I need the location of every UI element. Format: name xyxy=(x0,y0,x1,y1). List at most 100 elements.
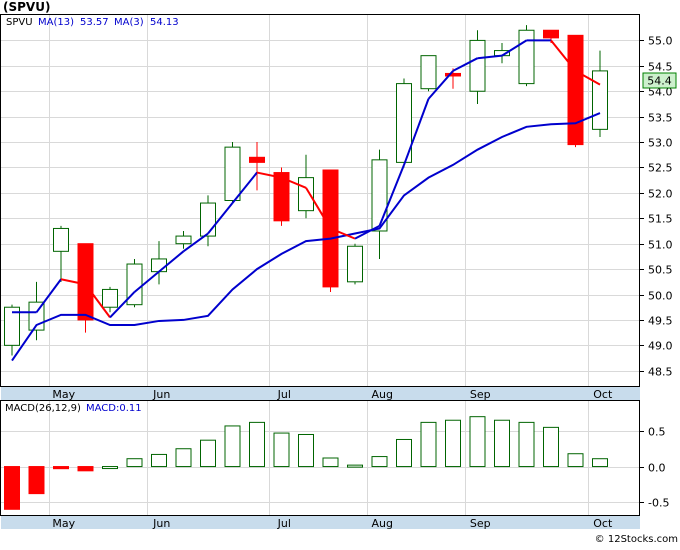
macd-legend-label: MACD(26,12,9) xyxy=(5,403,81,414)
price-ytick-label: 49.0 xyxy=(648,340,673,353)
ma3-segment xyxy=(35,278,62,313)
candle-up xyxy=(298,177,314,212)
macd-bar-negative xyxy=(53,466,69,470)
macd-bar-positive xyxy=(518,421,535,468)
macd-bar-positive xyxy=(396,438,412,468)
price-xtick-label: Jun xyxy=(152,388,170,401)
candle-up xyxy=(420,55,437,90)
macd-bar-positive xyxy=(371,456,388,468)
price-panel-frame xyxy=(0,14,640,387)
chart-marks xyxy=(4,25,608,510)
candle-down xyxy=(567,34,584,146)
ma3-segment xyxy=(84,283,111,318)
candle-up xyxy=(4,306,20,346)
ma3-segment xyxy=(231,171,258,204)
candle-up xyxy=(151,258,167,273)
macd-date-band xyxy=(1,516,640,529)
price-ytick-label: 49.5 xyxy=(648,315,673,328)
last-price-tag: 54.4 xyxy=(642,72,677,89)
macd-bar-positive xyxy=(151,453,167,468)
ma3-segment xyxy=(305,187,332,229)
macd-bar-positive xyxy=(200,439,216,468)
last-price-label: 54.4 xyxy=(647,75,672,88)
macd-panel-frame xyxy=(0,400,640,516)
candle-up xyxy=(592,70,608,130)
price-ytick-label: 54.5 xyxy=(648,61,673,74)
macd-xtick-label: Jun xyxy=(152,517,170,530)
macd-bar-positive xyxy=(469,416,486,468)
macd-xtick-label: Jul xyxy=(277,517,291,530)
ma3-segment xyxy=(452,57,478,72)
legend-ma13-value: 53.57 xyxy=(80,17,109,28)
ma3-segment xyxy=(109,291,136,319)
ma3-segment xyxy=(354,225,380,240)
macd-bar-positive xyxy=(420,421,437,468)
ma3-segment xyxy=(403,98,430,166)
last-price-box xyxy=(642,72,677,89)
price-ytick-label: 53.5 xyxy=(648,112,673,125)
candle-up xyxy=(371,159,388,232)
ma3-segment xyxy=(133,270,160,293)
price-xtick-label: Sep xyxy=(470,388,491,401)
macd-bar-positive xyxy=(224,425,241,468)
ma13-line xyxy=(11,112,601,362)
price-ytick-label: 51.0 xyxy=(648,239,673,252)
ma3-segment xyxy=(575,70,601,86)
macd-bar-positive xyxy=(126,458,143,468)
ma3-segment xyxy=(378,164,405,227)
price-ytick-label: 54.0 xyxy=(648,86,673,99)
candle-up xyxy=(175,235,192,245)
macd-bar-positive xyxy=(567,453,584,468)
ma3-segment xyxy=(60,278,86,286)
macd-xtick-label: Aug xyxy=(372,517,393,530)
macd-bar-positive xyxy=(445,419,461,468)
macd-bar-positive xyxy=(298,433,314,468)
candle-down xyxy=(445,72,461,77)
macd-bar-positive xyxy=(175,448,192,468)
ma3-segment xyxy=(477,54,503,60)
ma3-segment xyxy=(427,70,454,100)
price-ytick-label: 52.0 xyxy=(648,188,673,201)
ma3-segment xyxy=(207,202,234,235)
price-ytick-label: 51.5 xyxy=(648,213,673,226)
price-ytick-label: 50.0 xyxy=(648,290,673,303)
ma3-segment xyxy=(281,176,307,189)
legend-ma3-label: MA(3) xyxy=(114,17,144,28)
ma3-segment xyxy=(158,250,185,273)
price-ytick-label: 52.5 xyxy=(648,162,673,175)
price-legend: SPVU MA(13) 53.57 MA(3) 54.13 xyxy=(6,17,179,28)
panel-frames xyxy=(0,14,640,516)
macd-xtick-label: Sep xyxy=(470,517,491,530)
macd-bar-negative xyxy=(4,466,20,510)
ma3-segment xyxy=(330,227,356,240)
candle-up xyxy=(469,39,486,92)
macd-bar-positive xyxy=(273,432,290,468)
candle-up xyxy=(102,288,118,308)
candle-up xyxy=(53,227,69,252)
candle-down xyxy=(77,243,94,321)
legend-ma3-value: 54.13 xyxy=(150,17,179,28)
price-ytick-label: 53.0 xyxy=(648,137,673,150)
candle-down xyxy=(273,172,290,222)
price-ytick-label: 48.5 xyxy=(648,366,673,379)
price-xtick-label: May xyxy=(52,388,75,401)
macd-ytick-label: 0.0 xyxy=(648,462,666,475)
ma3-segment xyxy=(256,171,282,179)
candle-down xyxy=(543,29,559,39)
macd-bar-positive xyxy=(249,421,265,468)
chart-title: (SPVU) xyxy=(3,0,50,14)
macd-ytick-label: -0.5 xyxy=(648,497,669,510)
macd-bar-positive xyxy=(592,458,608,468)
macd-bar-positive xyxy=(102,466,118,470)
legend-symbol: SPVU xyxy=(6,17,33,28)
price-ytick-label: 55.0 xyxy=(648,35,673,48)
macd-bar-positive xyxy=(543,426,559,468)
ma3-segment xyxy=(550,39,577,72)
candle-up xyxy=(200,202,216,237)
macd-bar-positive xyxy=(347,464,363,468)
macd-legend: MACD(26,12,9) MACD:0.11 xyxy=(5,403,142,414)
candle-up xyxy=(224,146,241,202)
price-xtick-label: Jul xyxy=(277,388,291,401)
macd-bar-negative xyxy=(28,466,45,495)
